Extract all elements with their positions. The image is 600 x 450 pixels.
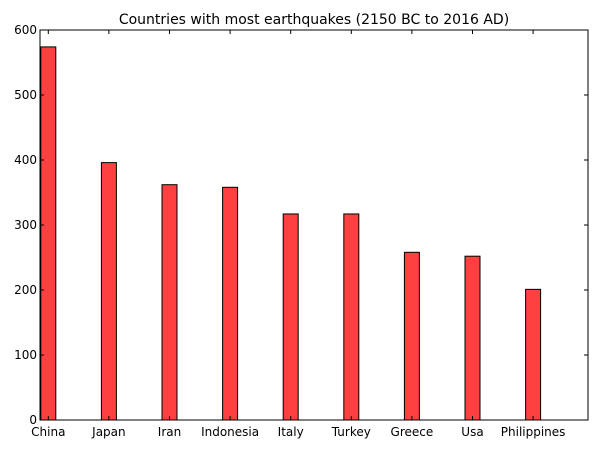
bars-group [40, 46, 542, 421]
bar-japan [100, 162, 117, 421]
chart-title: Countries with most earthquakes (2150 BC… [119, 12, 509, 28]
y-tick-label: 100 [14, 348, 37, 362]
y-tick-label: 300 [14, 218, 37, 232]
y-tick-label: 500 [14, 88, 37, 102]
bar-greece [403, 251, 420, 421]
x-tick-label: Iran [158, 425, 181, 439]
bar-iran [161, 184, 178, 421]
plot-frame [39, 29, 589, 421]
bar-indonesia [222, 186, 239, 421]
bar-turkey [343, 213, 360, 421]
x-tick-label: Turkey [331, 425, 371, 439]
bar-philippines [525, 288, 542, 421]
y-tick-label: 200 [14, 283, 37, 297]
y-tick-label: 600 [14, 23, 37, 37]
x-tick-label: China [31, 425, 65, 439]
ticks-group: China Japan Iran Indonesia Italy Turkey Greece… [14, 23, 588, 439]
bar-china [40, 46, 57, 421]
y-tick-label: 400 [14, 153, 37, 167]
x-tick-label: Japan [91, 425, 125, 439]
x-tick-label: Philippines [501, 425, 566, 439]
y-tick-label: 0 [29, 413, 37, 427]
x-tick-label: Usa [461, 425, 483, 439]
bar-usa [464, 255, 481, 421]
bar-italy [282, 213, 299, 421]
x-tick-label: Indonesia [201, 425, 259, 439]
x-tick-label: Italy [278, 425, 304, 439]
x-tick-label: Greece [391, 425, 434, 439]
